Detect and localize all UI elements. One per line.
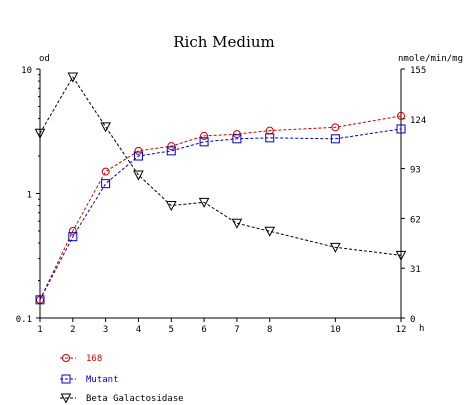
chart-title: Rich Medium (173, 33, 274, 51)
x-tick-label: 3 (103, 325, 108, 335)
data-point-1 (330, 134, 340, 144)
series-line-0 (39, 115, 402, 301)
legend: 168 Mutant Beta Galactosidase (60, 354, 184, 404)
y-right-tick-label: 0 (410, 315, 415, 325)
series-line-1 (39, 128, 402, 301)
data-point-1 (133, 151, 143, 161)
data-point-1 (101, 179, 111, 189)
data-point-0 (167, 142, 176, 151)
data-point-1 (232, 134, 242, 144)
data-point-1 (166, 146, 176, 156)
data-point-2 (198, 197, 210, 208)
x-unit-label: h (419, 324, 424, 334)
y-right-tick-label: 155 (410, 66, 426, 76)
data-point-0 (101, 167, 110, 176)
x-tick-label: 2 (70, 325, 75, 335)
y-right-tick-label: 31 (410, 265, 421, 275)
data-point-2 (67, 72, 79, 83)
data-point-2 (395, 250, 407, 261)
data-point-1 (35, 295, 45, 305)
y-left-tick-label: 10 (21, 66, 32, 76)
legend-label-2: Beta Galactosidase (86, 394, 184, 404)
data-point-1 (199, 137, 209, 147)
data-point-1 (265, 133, 275, 143)
left-axis-label: od (39, 54, 50, 64)
y-left-tick-label: 1 (27, 191, 32, 201)
data-point-2 (330, 242, 341, 253)
data-point-2 (231, 218, 243, 229)
legend-marker-2 (60, 393, 72, 404)
data-point-0 (200, 131, 209, 140)
y-right-tick-label: 124 (410, 116, 426, 126)
data-point-1 (396, 124, 406, 134)
right-axis-label: nmole/min/mg (398, 54, 463, 64)
x-tick-label: 7 (234, 325, 239, 335)
x-tick-label: 6 (201, 325, 206, 335)
data-point-0 (397, 111, 405, 120)
y-right-tick-label: 62 (410, 215, 421, 225)
data-point-2 (34, 128, 46, 139)
data-point-0 (331, 123, 340, 132)
data-point-2 (100, 122, 111, 133)
legend-label-0: 168 (86, 354, 102, 364)
legend-marker-0 (62, 354, 70, 362)
x-tick-label: 4 (136, 325, 141, 335)
data-point-2 (264, 226, 276, 237)
x-tick-label: 8 (267, 325, 272, 335)
data-point-2 (165, 201, 177, 212)
data-point-2 (133, 170, 144, 181)
x-tick-label: 12 (396, 325, 407, 335)
series-line-2 (39, 76, 402, 256)
series-group (34, 72, 407, 305)
legend-marker-1 (61, 374, 71, 384)
x-tick-label: 5 (169, 325, 174, 335)
x-tick-label: 1 (37, 325, 42, 335)
legend-label-1: Mutant (86, 375, 119, 385)
y-left-tick-label: 0.1 (16, 315, 32, 325)
data-point-0 (232, 130, 241, 139)
data-point-0 (134, 146, 143, 155)
x-tick-label: 10 (330, 325, 341, 335)
y-right-tick-label: 93 (410, 166, 421, 176)
data-point-1 (68, 232, 78, 242)
